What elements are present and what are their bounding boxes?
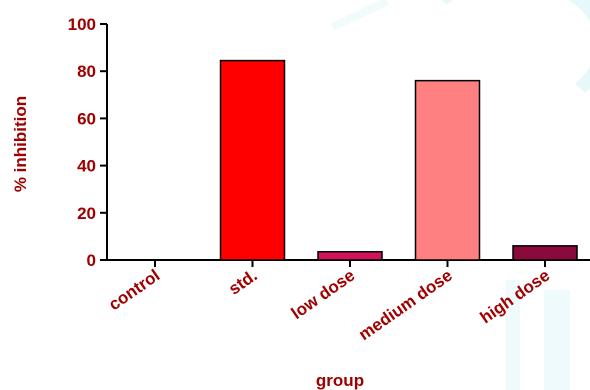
x-tick-label: medium dose [355, 266, 456, 344]
y-tick-label: 20 [77, 204, 96, 223]
x-tick-label: control [105, 266, 163, 315]
chart-bars [219, 59, 578, 261]
x-tick-label: high dose [477, 266, 554, 328]
bar [414, 79, 481, 261]
y-tick-label: 40 [77, 157, 96, 176]
y-tick-label: 0 [87, 251, 96, 270]
y-tick-label: 80 [77, 62, 96, 81]
y-tick-label: 60 [77, 109, 96, 128]
bar [317, 250, 383, 261]
bar [219, 59, 286, 261]
y-axis-title: % inhibition [11, 96, 30, 192]
x-axis-title: group [316, 371, 364, 390]
bar [512, 245, 578, 261]
x-tick-label: low dose [288, 266, 358, 323]
x-tick-label: std. [225, 266, 261, 299]
chart-axes: 0 20 40 60 80 100 [68, 15, 590, 270]
y-tick-label: 100 [68, 15, 96, 34]
